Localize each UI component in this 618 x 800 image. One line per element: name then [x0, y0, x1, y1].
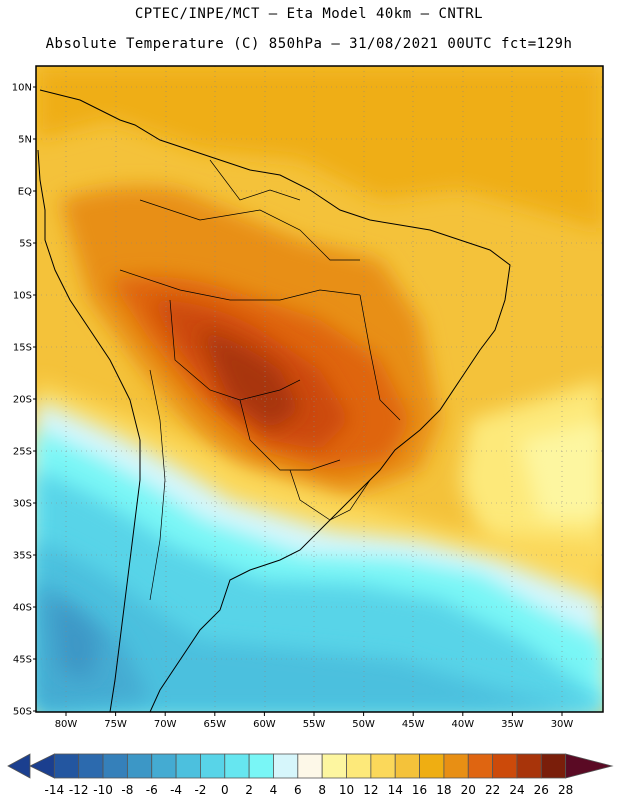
latitude-labels: 10N 5N EQ 5S 10S 15S 20S 25S 30S 35S 40S 45S 50S	[12, 83, 36, 718]
lon-label: 45W	[402, 719, 425, 730]
map-frame	[35, 65, 604, 713]
coastline	[37, 89, 511, 712]
colorbar-label: -14	[45, 783, 65, 797]
colorbar-label: 24	[509, 783, 524, 797]
colorbar-label: 10	[339, 783, 354, 797]
lat-label: 25S	[13, 447, 32, 458]
lat-label: 5N	[18, 135, 32, 146]
colorbar-cell	[346, 753, 372, 779]
colorbar-label: 22	[485, 783, 500, 797]
lon-label: 35W	[501, 719, 524, 730]
lat-label: 35S	[13, 551, 32, 562]
chart-title-line-2: Absolute Temperature (C) 850hPa – 31/08/…	[45, 36, 573, 52]
lon-label: 75W	[104, 719, 127, 730]
colorbar-cell	[540, 753, 567, 779]
colorbar: -14 -12 -10 -8 -6 -4 -2 0 2 4 6 8 10 12 14 16 18 20 22 24 26…	[7, 753, 614, 797]
colorbar-cell	[370, 753, 396, 779]
lat-label: 30S	[13, 499, 32, 510]
colorbar-label: 0	[221, 783, 229, 797]
colorbar-cell	[7, 753, 31, 779]
colorbar-cell	[516, 753, 542, 779]
colorbar-label: 8	[318, 783, 326, 797]
colorbar-cell	[78, 753, 104, 779]
colorbar-cell	[224, 753, 250, 779]
colorbar-label: 14	[388, 783, 403, 797]
lat-label: 5S	[19, 239, 32, 250]
colorbar-cell	[175, 753, 201, 779]
lon-label: 65W	[203, 719, 226, 730]
lon-label: 30W	[551, 719, 574, 730]
colorbar-cell	[394, 753, 420, 779]
lat-label: 10S	[13, 291, 32, 302]
lon-label: 80W	[55, 719, 78, 730]
longitude-labels: 80W 75W 70W 65W 60W 55W 50W 45W 40W 35W 30W	[55, 712, 574, 730]
colorbar-cell	[151, 753, 177, 779]
colorbar-label: 6	[294, 783, 302, 797]
colorbar-label: 2	[245, 783, 253, 797]
lon-label: 50W	[352, 719, 375, 730]
lat-label: EQ	[18, 187, 32, 198]
colorbar-cell	[248, 753, 274, 779]
colorbar-label: 20	[461, 783, 476, 797]
colorbar-label: 16	[412, 783, 427, 797]
lat-label: 40S	[13, 603, 32, 614]
colorbar-cell	[492, 753, 518, 779]
lon-label: 40W	[451, 719, 474, 730]
colorbar-cell	[419, 753, 445, 779]
colorbar-label: -6	[146, 783, 158, 797]
lat-label: 15S	[13, 343, 32, 354]
colorbar-cell	[321, 753, 347, 779]
colorbar-label: 26	[534, 783, 549, 797]
colorbar-label: -12	[69, 783, 89, 797]
chart-title-line-1: CPTEC/INPE/MCT – Eta Model 40km – CNTRL	[134, 6, 484, 22]
lat-label: 20S	[13, 395, 32, 406]
colorbar-label: 28	[558, 783, 573, 797]
colorbar-label: -2	[194, 783, 206, 797]
colorbar-cell	[297, 753, 323, 779]
colorbar-cell	[273, 753, 299, 779]
colorbar-cell	[443, 753, 469, 779]
colorbar-label: -10	[93, 783, 113, 797]
lon-label: 70W	[154, 719, 177, 730]
colorbar-label: -4	[170, 783, 182, 797]
colorbar-label: 4	[270, 783, 278, 797]
colorbar-cell	[126, 753, 153, 779]
colorbar-label: -8	[121, 783, 133, 797]
colorbar-cell	[200, 753, 226, 779]
lat-label: 10N	[12, 83, 32, 94]
colorbar-cell	[102, 753, 128, 779]
temperature-field	[36, 66, 603, 712]
colorbar-label: 12	[363, 783, 378, 797]
colorbar-cell	[53, 753, 80, 779]
lat-label: 50S	[13, 707, 32, 718]
country-borders	[119, 159, 401, 601]
colorbar-arrow-right	[565, 753, 614, 779]
lat-label: 45S	[13, 655, 32, 666]
lon-label: 60W	[253, 719, 276, 730]
colorbar-arrow-left	[29, 753, 55, 779]
colorbar-label: 18	[436, 783, 451, 797]
colorbar-cell	[467, 753, 494, 779]
lon-label: 55W	[303, 719, 326, 730]
